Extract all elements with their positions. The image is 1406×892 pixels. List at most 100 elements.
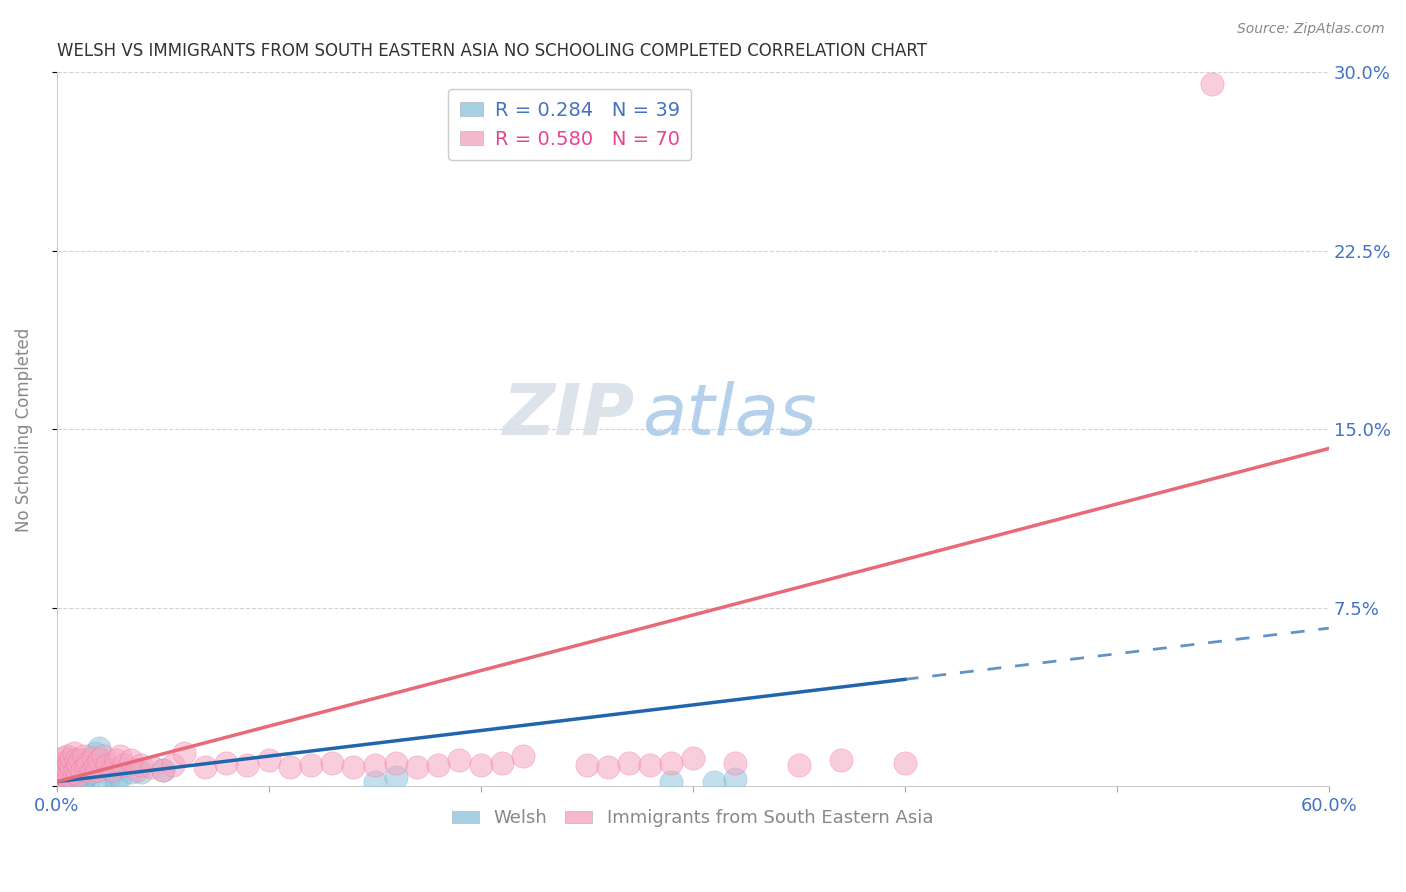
Point (66, 767, 89, 781)
Point (87, 753, 110, 767)
Point (385, 756, 408, 770)
Point (131, 758, 153, 772)
Point (49, 765, 72, 780)
Point (127, 763, 149, 777)
Point (98, 767, 121, 781)
Point (48, 772, 70, 787)
Point (131, 765, 153, 780)
Point (83, 746, 105, 760)
Point (385, 770, 408, 784)
Point (86, 763, 108, 777)
Point (66, 758, 89, 772)
Point (53, 772, 76, 787)
Point (406, 760, 429, 774)
Point (91, 772, 114, 787)
Point (141, 760, 163, 774)
Point (787, 758, 810, 772)
Point (893, 756, 915, 770)
Point (58, 756, 80, 770)
Point (173, 746, 195, 760)
Point (104, 772, 127, 787)
Legend: Welsh, Immigrants from South Eastern Asia: Welsh, Immigrants from South Eastern Asi… (444, 802, 941, 835)
Point (363, 758, 385, 772)
Point (236, 758, 259, 772)
Point (110, 748, 132, 763)
Point (48, 774, 70, 789)
Point (77, 756, 100, 770)
Point (83, 760, 105, 774)
Point (70, 774, 93, 789)
Point (596, 760, 619, 774)
Point (73, 772, 96, 787)
Point (56, 777, 79, 791)
Point (79, 765, 101, 780)
Point (49, 777, 72, 791)
Point (363, 774, 385, 789)
Point (48, 767, 70, 781)
Point (65, 763, 87, 777)
Point (65, 774, 87, 789)
Point (152, 763, 174, 777)
Point (52, 772, 75, 787)
Point (53, 758, 76, 772)
Point (60, 760, 83, 774)
Point (114, 758, 136, 772)
Text: atlas: atlas (641, 381, 817, 450)
Point (48, 760, 70, 774)
Point (96, 758, 118, 772)
Point (703, 774, 725, 789)
Point (56, 774, 79, 789)
Point (69, 777, 91, 791)
Point (49, 756, 72, 770)
Point (65, 772, 87, 787)
Point (60, 774, 83, 789)
Point (120, 765, 142, 780)
Point (58, 777, 80, 791)
Point (257, 753, 280, 767)
Point (56, 748, 79, 763)
Point (342, 760, 364, 774)
Point (58, 767, 80, 781)
Point (100, 763, 122, 777)
Point (661, 774, 683, 789)
Point (75, 760, 97, 774)
Point (69, 753, 91, 767)
Point (682, 751, 704, 765)
Point (617, 756, 640, 770)
Point (65, 753, 87, 767)
Point (58, 774, 80, 789)
Point (1201, 78, 1223, 92)
Point (87, 741, 110, 756)
Point (152, 763, 174, 777)
Point (53, 774, 76, 789)
Point (661, 756, 683, 770)
Point (321, 756, 343, 770)
Point (512, 748, 534, 763)
Point (194, 760, 217, 774)
Point (60, 772, 83, 787)
Point (575, 758, 598, 772)
Point (299, 758, 322, 772)
Point (62, 777, 84, 791)
Point (110, 770, 132, 784)
Point (427, 758, 450, 772)
Text: ZIP: ZIP (503, 381, 636, 450)
Point (91, 748, 114, 763)
Point (830, 753, 852, 767)
Point (73, 748, 96, 763)
Point (77, 777, 100, 791)
Point (491, 756, 513, 770)
Point (162, 758, 184, 772)
Point (60, 751, 83, 765)
Point (215, 756, 238, 770)
Point (62, 774, 84, 789)
Point (640, 758, 662, 772)
Y-axis label: No Schooling Completed: No Schooling Completed (15, 327, 32, 532)
Point (52, 777, 75, 791)
Point (70, 763, 93, 777)
Text: WELSH VS IMMIGRANTS FROM SOUTH EASTERN ASIA NO SCHOOLING COMPLETED CORRELATION C: WELSH VS IMMIGRANTS FROM SOUTH EASTERN A… (56, 42, 927, 60)
Point (62, 746, 84, 760)
Point (62, 765, 84, 780)
Point (52, 763, 75, 777)
Point (724, 772, 747, 787)
